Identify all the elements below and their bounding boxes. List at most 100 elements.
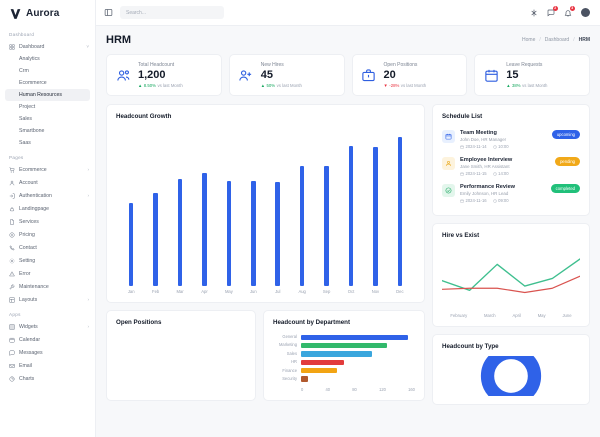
sidebar-item-label: Landingpage	[19, 205, 50, 212]
bar	[177, 179, 183, 286]
bar-column[interactable]	[218, 126, 240, 286]
sidebar-item-widgets[interactable]: Widgets ›	[0, 320, 95, 333]
x-tick-label: 120	[379, 387, 386, 393]
dept-bar[interactable]	[301, 359, 344, 366]
sidebar-item-authentication[interactable]: Authentication ›	[0, 189, 95, 202]
bar	[226, 180, 232, 286]
sidebar-subitem-smartbone[interactable]: Smartbone	[19, 128, 45, 134]
cart-icon	[9, 167, 15, 173]
dept-bar[interactable]	[301, 334, 408, 340]
sidebar-subitem-human-resources[interactable]: Human Resources	[5, 89, 90, 101]
calendar-icon	[9, 337, 15, 343]
breadcrumb-item-dashboard[interactable]: Dashboard	[544, 37, 570, 43]
theme-icon[interactable]	[530, 9, 538, 17]
bar-column[interactable]	[144, 126, 166, 286]
schedule-item[interactable]: Performance Review Emily Johnson, HR Lea…	[442, 180, 580, 207]
sidebar-subitem-analytics[interactable]: Analytics	[19, 56, 40, 62]
sidebar: Aurora Dashboard Dashboard ˅ Analytics C…	[0, 0, 96, 437]
stat-card-new-hires[interactable]: New Hires 45 ▲ 50% vs last Month	[228, 54, 345, 96]
sidebar-subitem-crm[interactable]: Crm	[19, 68, 29, 74]
sidebar-item-pricing[interactable]: Pricing	[0, 228, 95, 241]
chevron-right-icon: ›	[87, 297, 90, 302]
bar-column[interactable]	[267, 126, 289, 286]
bar-column[interactable]	[193, 126, 215, 286]
brand-name: Aurora	[26, 7, 60, 19]
donut-chart	[480, 356, 542, 396]
breadcrumb-separator: /	[573, 37, 575, 43]
sidebar-subitem-saas[interactable]: Saas	[19, 140, 31, 146]
schedule-person: John Doe, HR Manager	[460, 137, 507, 142]
schedule-item[interactable]: Team Meeting John Doe, HR Manager 2024-1…	[442, 126, 580, 153]
schedule-date: 2024-11-14	[460, 144, 487, 149]
bar-column[interactable]	[291, 126, 313, 286]
schedule-date-text: 2024-11-16	[465, 198, 487, 203]
schedule-date: 2024-11-15	[460, 171, 487, 176]
bar	[324, 166, 329, 286]
bar-column[interactable]	[169, 126, 191, 286]
donut-slice[interactable]	[480, 356, 542, 396]
delta-arrow-icon: ▼	[383, 83, 388, 88]
bar-column[interactable]	[364, 126, 386, 286]
message-icon[interactable]: 2	[547, 5, 558, 17]
bar-column[interactable]	[242, 126, 264, 286]
delta-vs: vs last Month	[276, 83, 302, 88]
sidebar-item-account[interactable]: Account	[0, 176, 95, 189]
sidebar-item-error[interactable]: Error	[0, 267, 95, 280]
dept-bar[interactable]	[301, 376, 309, 382]
sidebar-item-ecommerce[interactable]: Ecommerce ›	[0, 163, 95, 176]
sidebar-toggle-icon[interactable]	[104, 8, 113, 17]
sidebar-item-label: Account	[19, 179, 38, 186]
sidebar-item-contact[interactable]: Contact	[0, 241, 95, 254]
sidebar-subitem-ecommerce[interactable]: Ecommerce	[19, 80, 47, 86]
topbar-actions: 2 3	[530, 5, 590, 17]
sidebar-subitem-project[interactable]: Project	[19, 104, 36, 110]
calendar-small-icon	[460, 199, 464, 203]
x-tick-label: Jan	[127, 289, 135, 294]
sidebar-item-landingpage[interactable]: Landingpage	[0, 202, 95, 215]
sidebar-item-setting[interactable]: Setting	[0, 254, 95, 267]
stat-card-open-positions[interactable]: Open Positions 20 ▼ -28% vs last Month	[351, 54, 468, 96]
page-header: HRM Home / Dashboard / HRM	[106, 34, 590, 46]
bar	[202, 172, 207, 286]
schedule-time-text: 14:00	[498, 171, 509, 176]
sidebar-item-layouts[interactable]: Layouts ›	[0, 293, 95, 306]
bar-column[interactable]	[340, 126, 362, 286]
dept-bar[interactable]	[301, 342, 387, 349]
bar-column[interactable]	[315, 126, 337, 286]
wrench-icon	[9, 283, 15, 290]
nav-section-pages-label: Pages	[9, 155, 24, 160]
sidebar-item-dashboard[interactable]: Dashboard ˅	[0, 40, 95, 53]
breadcrumb-item-home[interactable]: Home	[522, 37, 536, 43]
sidebar-item-maintenance[interactable]: Maintenance	[0, 280, 95, 293]
widget-icon	[9, 324, 15, 330]
sidebar-item-services[interactable]: Services	[0, 215, 95, 228]
stat-card-leave-requests[interactable]: Leave Requests 15 ▲ 38% vs last Month	[474, 54, 590, 96]
bar-column[interactable]	[389, 126, 411, 286]
stat-label: New Hires	[260, 62, 284, 68]
alert-icon	[9, 270, 15, 277]
bell-icon[interactable]: 3	[564, 5, 575, 17]
sidebar-item-calendar[interactable]: Calendar	[0, 333, 95, 346]
y-axis-labels: General Marketing Sales HR Finance Security	[273, 332, 297, 384]
card-title: Headcount by Type	[442, 343, 499, 350]
search-input[interactable]: Search...	[120, 6, 224, 19]
stat-delta: ▼ -28% vs last Month	[384, 83, 427, 88]
stat-card-total-headcount[interactable]: Total Headcount 1,200 ▲ 8.50% vs last Mo…	[106, 54, 222, 96]
dept-bar[interactable]	[301, 351, 373, 357]
bar-series	[301, 332, 415, 384]
sidebar-subitem-sales[interactable]: Sales	[19, 116, 32, 122]
chat-icon	[9, 350, 15, 356]
sidebar-item-email[interactable]: Email	[0, 359, 95, 372]
sidebar-item-charts[interactable]: Charts	[0, 372, 95, 385]
sidebar-item-messages[interactable]: Messages	[0, 346, 95, 359]
schedule-item[interactable]: Employee Interview Jane Smith, HR Assist…	[442, 153, 580, 180]
bar-series	[116, 126, 415, 286]
clock-icon	[492, 171, 497, 176]
x-tick-label: Jun	[249, 289, 257, 294]
clock-icon	[492, 198, 497, 203]
bar-column[interactable]	[120, 126, 142, 286]
brand[interactable]: Aurora	[0, 0, 95, 26]
dept-bar[interactable]	[301, 368, 337, 374]
avatar[interactable]	[581, 8, 590, 17]
x-tick-label: May	[537, 313, 546, 318]
